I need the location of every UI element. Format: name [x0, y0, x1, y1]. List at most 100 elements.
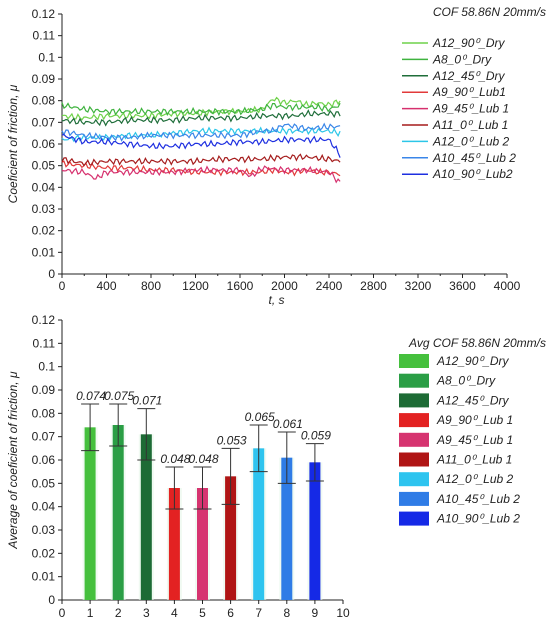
- legend-swatch: [399, 373, 429, 388]
- y-tick-label: 0: [48, 267, 55, 281]
- y-tick-label: 0.01: [32, 245, 56, 259]
- x-tick-label: 9: [312, 606, 319, 620]
- bar: [84, 427, 96, 600]
- x-tick-label: 0: [59, 606, 66, 620]
- legend-label: A12_90⁰_Dry: [432, 36, 506, 50]
- legend-label: A12_0⁰_Lub 2: [436, 472, 514, 486]
- y-tick-label: 0.08: [32, 94, 56, 108]
- legend-label: A10_90⁰_Lub 2: [436, 512, 520, 526]
- y-tick-label: 0.03: [32, 523, 56, 537]
- y-tick-label: 0.03: [32, 202, 56, 216]
- bar: [168, 488, 180, 600]
- legend-swatch: [399, 511, 429, 526]
- data-label: 0.075: [104, 389, 134, 403]
- chart-title: COF 58.86N 20mm/s: [433, 5, 546, 19]
- data-label: 0.065: [245, 410, 275, 424]
- legend-swatch: [399, 413, 429, 428]
- legend-swatch: [399, 432, 429, 447]
- bar: [112, 425, 124, 600]
- x-tick-label: 3: [143, 606, 150, 620]
- series-line: [61, 160, 341, 177]
- legend-label: A10_90⁰_Lub2: [432, 167, 513, 181]
- data-label: 0.048: [188, 452, 218, 466]
- x-tick-label: 4000: [494, 279, 521, 293]
- legend-swatch: [399, 452, 429, 467]
- legend-label: A12_45⁰_Dry: [432, 69, 506, 83]
- legend-label: A10_45⁰_Lub 2: [436, 492, 520, 506]
- bar: [253, 448, 265, 600]
- legend-label: A8_0⁰_Dry: [436, 374, 496, 388]
- data-label: 0.071: [132, 394, 162, 408]
- y-tick-label: 0: [48, 593, 55, 607]
- x-tick-label: 400: [96, 279, 116, 293]
- legend-label: A11_0⁰_Lub 1: [432, 118, 508, 132]
- legend-label: A9_45⁰_Lub 1: [436, 433, 513, 447]
- legend-swatch: [399, 393, 429, 408]
- x-tick-label: 2800: [360, 279, 387, 293]
- legend-label: A9_90⁰_Lub 1: [436, 413, 513, 427]
- y-tick-label: 0.07: [32, 430, 56, 444]
- x-axis-label: t, s: [268, 293, 284, 307]
- series-line: [61, 96, 341, 121]
- data-label: 0.059: [301, 429, 331, 443]
- y-tick-label: 0.07: [32, 115, 56, 129]
- data-label: 0.053: [217, 433, 247, 447]
- x-tick-label: 8: [283, 606, 290, 620]
- y-tick-label: 0.11: [33, 336, 56, 350]
- legend-label: A12_0⁰_Lub 2: [432, 134, 510, 148]
- y-tick-label: 0.02: [32, 546, 56, 560]
- y-tick-label: 0.1: [38, 360, 55, 374]
- legend-label: A8_0⁰_Dry: [432, 52, 492, 66]
- x-tick-label: 1600: [227, 279, 254, 293]
- legend-label: A12_45⁰_Dry: [436, 393, 510, 407]
- bar: [309, 462, 321, 600]
- x-tick-label: 1200: [182, 279, 209, 293]
- series-line: [61, 122, 341, 142]
- y-tick-label: 0.06: [32, 453, 56, 467]
- series-line: [61, 109, 341, 127]
- legend-label: A10_45⁰_Lub 2: [432, 151, 516, 165]
- chart-title: Avg COF 58.86N 20mm/s: [408, 336, 546, 350]
- data-label: 0.061: [273, 417, 303, 431]
- y-tick-label: 0.05: [32, 476, 56, 490]
- bar: [140, 434, 152, 600]
- data-label: 0.048: [160, 452, 190, 466]
- x-tick-label: 3200: [405, 279, 432, 293]
- x-tick-label: 0: [59, 279, 66, 293]
- legend-swatch: [399, 491, 429, 506]
- legend-swatch: [399, 354, 429, 368]
- series-line: [61, 153, 341, 167]
- y-tick-label: 0.08: [32, 406, 56, 420]
- avg-cof-bar-chart: 0 0.01 0.02 0.03 0.04 0.05 0.06 0.07 0.08 0.09 0.1…: [6, 313, 546, 620]
- legend-label: A11_0⁰_Lub 1: [436, 453, 512, 467]
- legend-swatch: [399, 472, 429, 487]
- x-tick-label: 3600: [449, 279, 476, 293]
- bar: [225, 476, 237, 600]
- x-tick-label: 5: [199, 606, 206, 620]
- y-tick-label: 0.05: [32, 159, 56, 173]
- x-tick-label: 6: [227, 606, 234, 620]
- legend-label: A12_90⁰_Dry: [436, 354, 510, 368]
- series-line: [61, 102, 341, 117]
- series-line: [61, 133, 341, 158]
- x-tick-label: 2: [115, 606, 122, 620]
- y-axis-label: Coeficient of friction, μ: [6, 84, 20, 203]
- x-tick-label: 800: [141, 279, 161, 293]
- legend-label: A9_90⁰_Lub1: [432, 85, 506, 99]
- legend-label: A9_45⁰_Lub 1: [432, 102, 509, 116]
- x-tick-label: 2000: [271, 279, 298, 293]
- y-tick-label: 0.06: [32, 137, 56, 151]
- x-tick-label: 4: [171, 606, 178, 620]
- y-tick-label: 0.04: [32, 500, 56, 514]
- y-tick-label: 0.04: [32, 180, 56, 194]
- x-tick-label: 7: [255, 606, 262, 620]
- cof-line-chart: 0 0.01 0.02 0.03 0.04 0.05 0.06 0.07 0.08 0.09 0.1…: [6, 5, 546, 307]
- data-label: 0.074: [76, 389, 106, 403]
- y-tick-label: 0.02: [32, 224, 56, 238]
- y-tick-label: 0.12: [32, 313, 56, 327]
- series-line: [61, 165, 341, 184]
- y-tick-label: 0.01: [32, 570, 56, 584]
- y-tick-label: 0.12: [32, 7, 56, 21]
- y-tick-label: 0.09: [32, 383, 56, 397]
